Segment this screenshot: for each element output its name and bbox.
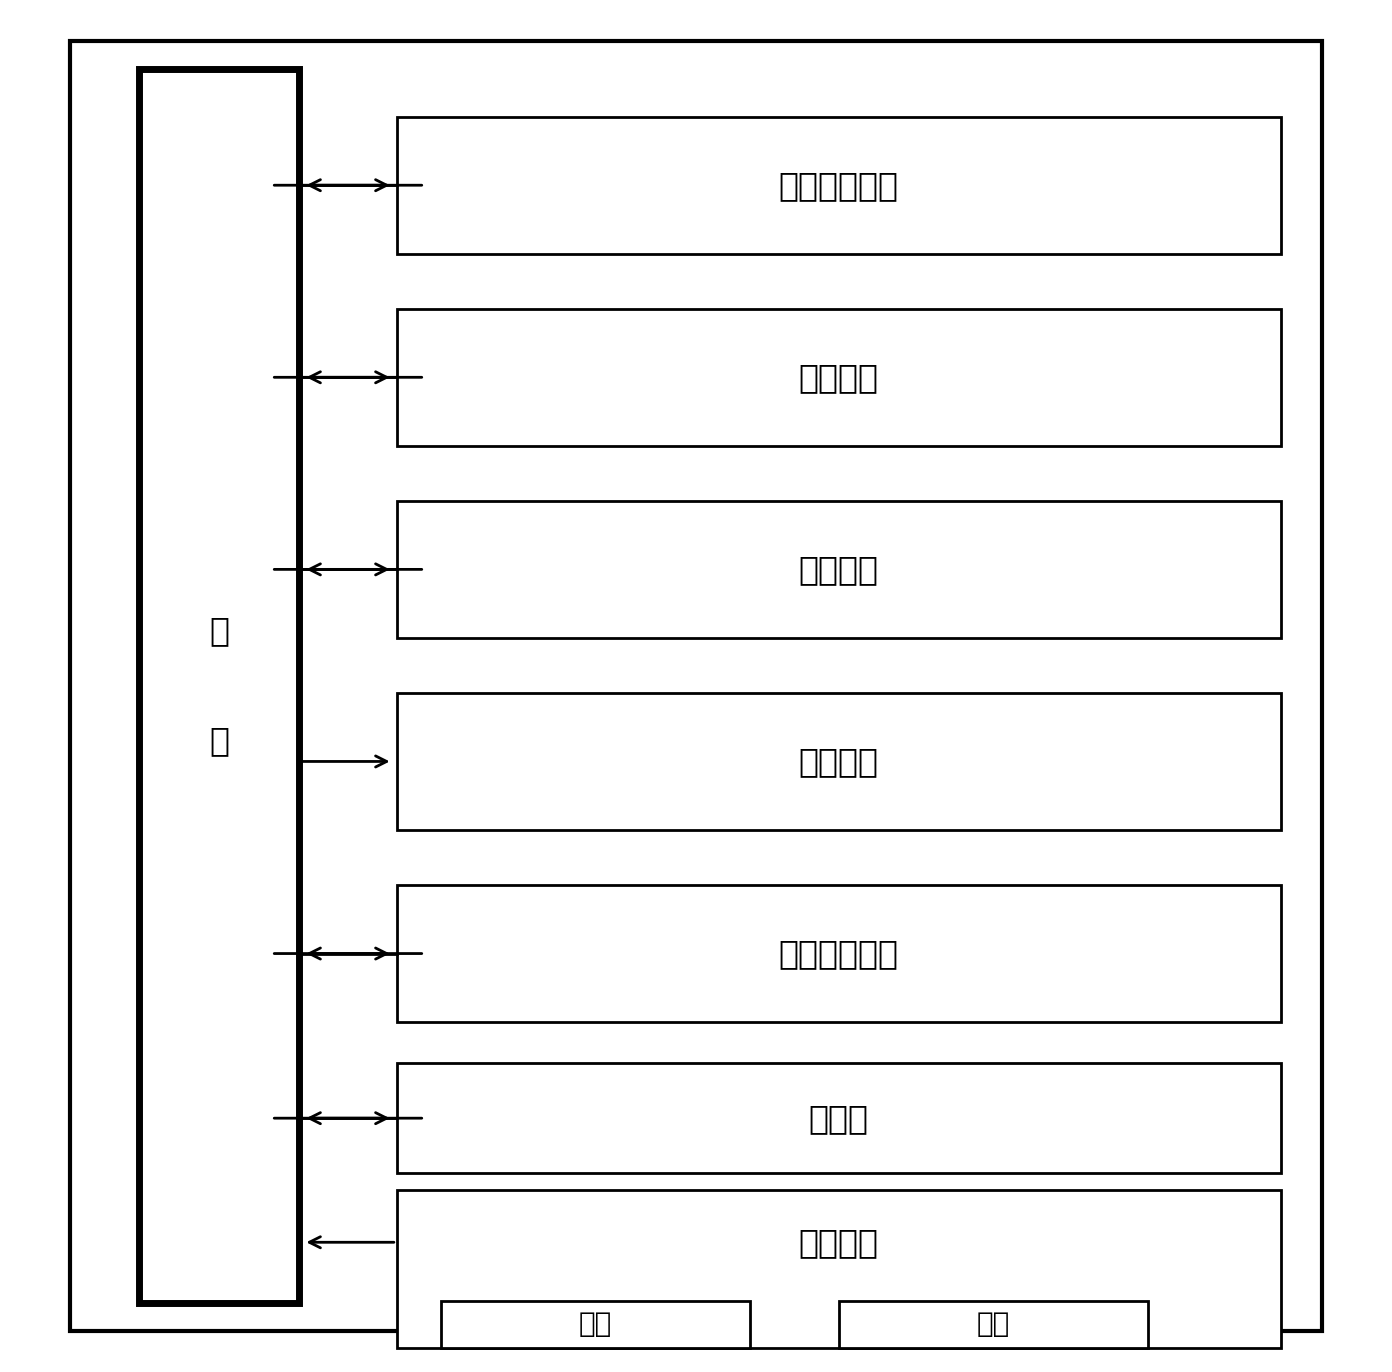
Bar bbox=[397, 1190, 1281, 1347]
Bar bbox=[397, 885, 1281, 1022]
Bar bbox=[397, 693, 1281, 830]
Text: 中央处理单元: 中央处理单元 bbox=[778, 169, 899, 202]
Bar bbox=[139, 69, 299, 1303]
Text: 线: 线 bbox=[209, 724, 230, 757]
Text: 显示装置: 显示装置 bbox=[799, 745, 878, 778]
Text: 总: 总 bbox=[209, 615, 230, 648]
Bar bbox=[397, 309, 1281, 446]
Text: 键盘: 键盘 bbox=[579, 1310, 612, 1338]
Bar bbox=[397, 501, 1281, 638]
Bar bbox=[838, 1301, 1148, 1347]
Text: 图形处理单元: 图形处理单元 bbox=[778, 937, 899, 970]
Text: 输入设备: 输入设备 bbox=[799, 1225, 878, 1258]
Bar bbox=[397, 117, 1281, 254]
Text: 帧缓存: 帧缓存 bbox=[809, 1102, 869, 1135]
Bar bbox=[397, 1063, 1281, 1173]
Text: 鼠标: 鼠标 bbox=[977, 1310, 1011, 1338]
Text: 主存储器: 主存储器 bbox=[799, 361, 878, 394]
Text: 存储设备: 存储设备 bbox=[799, 553, 878, 586]
Bar bbox=[441, 1301, 750, 1347]
